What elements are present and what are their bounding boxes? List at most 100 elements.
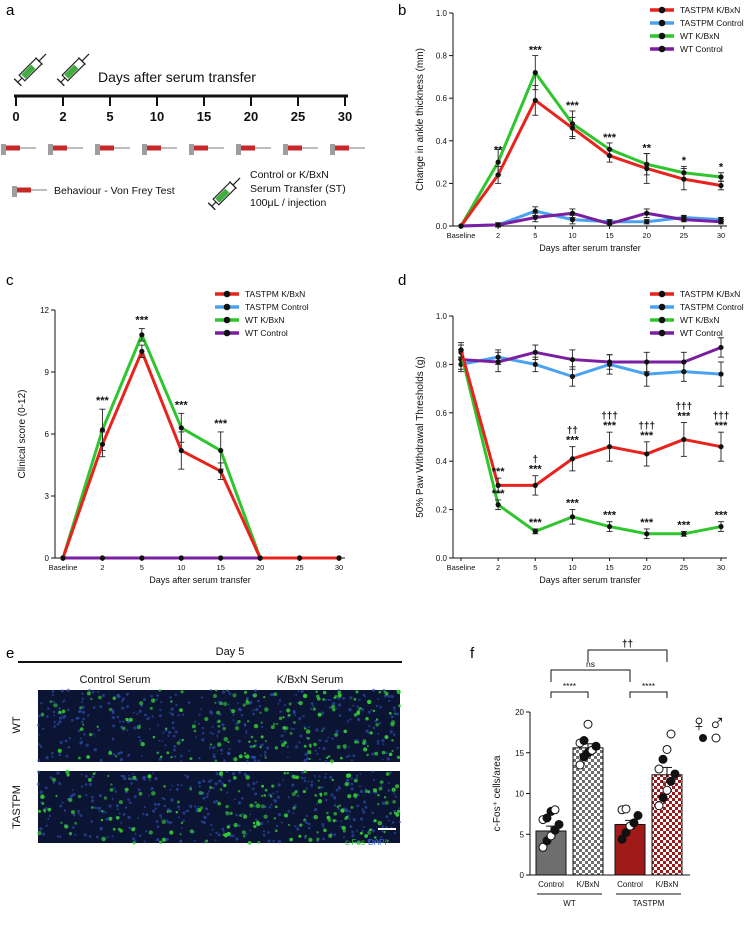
dapi-nucleus xyxy=(297,690,300,692)
dapi-nucleus xyxy=(99,758,103,762)
cfos-cell xyxy=(242,814,248,819)
y-tick-label: 0.6 xyxy=(436,409,448,418)
dapi-nucleus xyxy=(171,721,175,725)
legend-marker xyxy=(658,19,666,27)
dapi-nucleus xyxy=(330,793,334,797)
dapi-nucleus xyxy=(179,754,183,758)
y-tick-label: 5 xyxy=(520,830,525,839)
dapi-nucleus xyxy=(356,705,360,708)
dapi-nucleus xyxy=(151,715,154,718)
dapi-nucleus xyxy=(121,697,125,701)
dapi-nucleus xyxy=(124,806,128,809)
male-data-point xyxy=(591,741,601,751)
y-tick-label: 0 xyxy=(520,871,525,880)
cfos-cell xyxy=(57,748,62,753)
dapi-nucleus xyxy=(227,751,231,756)
data-point xyxy=(606,523,613,530)
cfos-cell xyxy=(326,811,329,815)
x-tick-label: Baseline xyxy=(447,231,476,240)
cfos-cell xyxy=(217,801,222,806)
dapi-nucleus xyxy=(185,809,188,812)
dapi-nucleus xyxy=(272,839,275,843)
dapi-nucleus xyxy=(134,840,137,843)
dapi-nucleus xyxy=(236,702,239,705)
dapi-nucleus xyxy=(79,737,82,740)
cfos-cell xyxy=(289,837,293,842)
cfos-cell xyxy=(223,701,228,706)
cfos-cell xyxy=(90,806,94,809)
dapi-nucleus xyxy=(152,772,155,775)
cfos-cell xyxy=(282,716,285,719)
dapi-nucleus xyxy=(52,693,55,696)
cfos-cell xyxy=(238,754,243,759)
cfos-cell xyxy=(218,771,224,776)
dapi-nucleus xyxy=(209,710,213,714)
cfos-cell xyxy=(383,796,387,799)
cfos-cell xyxy=(86,755,90,759)
cfos-cell xyxy=(247,841,252,845)
data-point xyxy=(644,371,650,377)
cfos-cell xyxy=(234,726,240,731)
cfos-cell xyxy=(225,804,229,809)
cfos-cell xyxy=(250,745,253,748)
cfos-cell xyxy=(245,700,250,705)
y-axis-label: Change in ankle thickness (mm) xyxy=(415,48,426,191)
dapi-nucleus xyxy=(169,821,173,824)
dapi-nucleus xyxy=(394,795,397,798)
cfos-cell xyxy=(303,818,307,822)
significance-marker: * xyxy=(719,162,724,174)
cfos-cell xyxy=(225,811,230,816)
dapi-nucleus xyxy=(202,796,206,800)
von-frey-probe-icon xyxy=(95,144,130,155)
dapi-nucleus xyxy=(53,726,56,729)
x-tick-label: 2 xyxy=(496,563,500,572)
dapi-nucleus xyxy=(368,725,371,728)
dapi-nucleus xyxy=(159,814,163,818)
dapi-nucleus xyxy=(363,695,366,698)
y-tick-label: 15 xyxy=(515,749,524,758)
cfos-cell xyxy=(331,704,336,709)
dapi-nucleus xyxy=(287,796,291,799)
von-frey-probe-icon xyxy=(12,186,47,197)
dapi-nucleus xyxy=(133,795,137,799)
cfos-cell xyxy=(317,697,321,701)
von-frey-probe-icon xyxy=(48,144,83,155)
significance-marker: *** xyxy=(492,488,506,500)
dapi-nucleus xyxy=(177,805,180,809)
micrograph xyxy=(217,770,402,845)
dapi-nucleus xyxy=(150,694,153,698)
dapi-nucleus xyxy=(225,770,229,774)
dapi-nucleus xyxy=(367,710,371,714)
x-tick-label: 2 xyxy=(100,563,104,572)
dapi-nucleus xyxy=(171,784,174,787)
y-tick-label: 0.4 xyxy=(436,457,448,466)
dapi-nucleus xyxy=(127,798,130,801)
dapi-nucleus xyxy=(258,705,262,708)
comparison-bracket xyxy=(550,691,589,698)
cfos-cell xyxy=(193,729,197,733)
von-frey-probe-icon xyxy=(142,144,177,155)
dapi-nucleus xyxy=(176,783,180,786)
cfos-cell xyxy=(170,700,173,703)
cfos-cell xyxy=(376,802,380,806)
dapi-nucleus xyxy=(158,757,162,761)
channel-label-dapi: DAPI xyxy=(368,838,387,847)
dapi-nucleus xyxy=(127,753,131,757)
dapi-nucleus xyxy=(36,723,40,727)
significance-marker: *** xyxy=(566,498,580,510)
cfos-cell xyxy=(68,831,73,836)
comparison-label: **** xyxy=(642,681,656,691)
cfos-cell xyxy=(353,698,357,701)
dapi-nucleus xyxy=(153,802,157,806)
dapi-nucleus xyxy=(163,804,167,808)
cfos-cell xyxy=(287,713,291,717)
dapi-nucleus xyxy=(385,825,388,829)
cfos-cell xyxy=(107,774,110,778)
data-point xyxy=(495,482,501,488)
dapi-nucleus xyxy=(160,817,163,820)
cfos-cell xyxy=(110,783,113,786)
cfos-cell xyxy=(41,802,45,805)
cfos-cell xyxy=(347,773,352,778)
dapi-nucleus xyxy=(246,759,249,763)
dapi-nucleus xyxy=(360,707,365,712)
